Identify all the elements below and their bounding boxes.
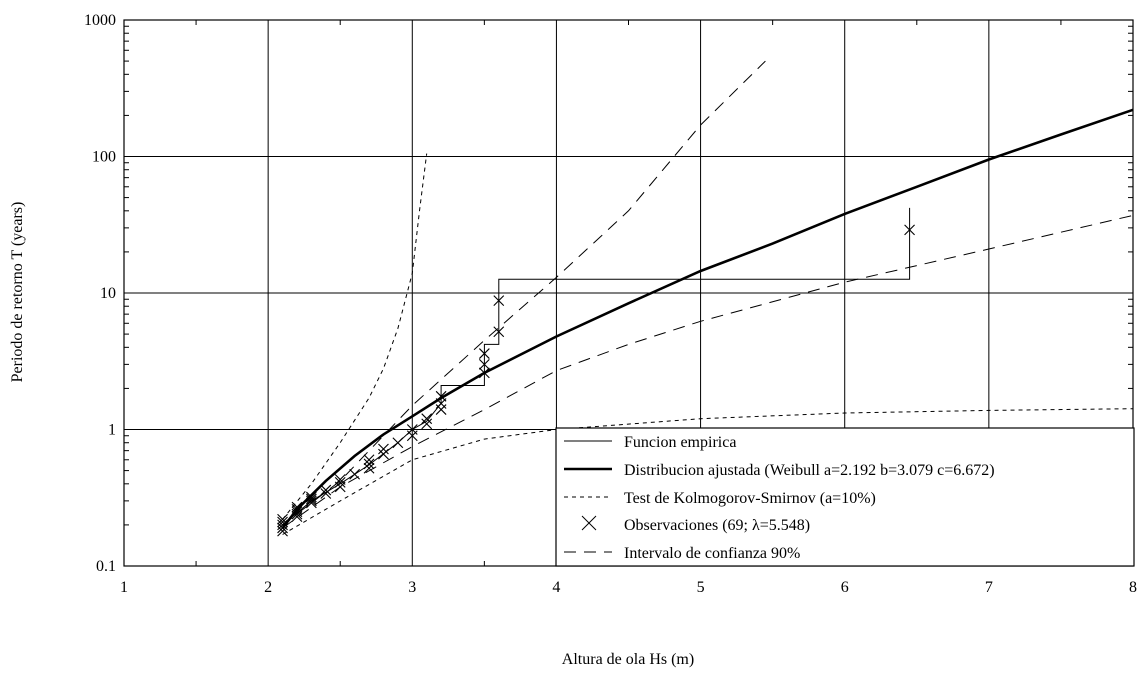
legend-box <box>555 427 1135 567</box>
observation-point <box>305 493 317 505</box>
observation-point <box>478 367 490 379</box>
x-tick-label: 3 <box>408 579 416 596</box>
observation-point <box>305 495 317 507</box>
observation-point <box>478 348 490 359</box>
observation-point <box>392 437 404 449</box>
observation-point <box>378 443 389 455</box>
observation-point <box>493 326 505 338</box>
legend-label-confianza: Intervalo de confianza 90% <box>624 545 800 562</box>
observation-point <box>305 491 317 503</box>
x-tick-label: 8 <box>1129 579 1137 596</box>
legend-label-observaciones: Observaciones (69; λ=5.548) <box>624 517 810 534</box>
observation-point <box>421 418 433 430</box>
observaciones-markers <box>277 224 915 537</box>
x-tick-label: 6 <box>841 579 849 596</box>
x-tick-label: 1 <box>120 579 128 596</box>
observation-point <box>334 476 346 488</box>
observation-point <box>904 224 915 236</box>
y-tick-label: 10 <box>100 285 116 302</box>
observation-point <box>291 506 303 518</box>
y-axis-title: Periodo de retorno T (years) <box>9 202 26 383</box>
x-axis-title: Altura de ola Hs (m) <box>562 651 694 668</box>
observation-point <box>320 484 332 496</box>
series-2-line <box>282 153 428 520</box>
observation-point <box>363 454 375 466</box>
legend-label-empirica: Funcion empirica <box>624 434 736 451</box>
observation-point <box>363 458 375 470</box>
series-1-line <box>281 108 1134 529</box>
x-tick-label: 5 <box>697 579 705 596</box>
observation-point <box>277 519 288 531</box>
observation-point <box>493 295 505 306</box>
observation-point <box>478 358 490 370</box>
legend-label-ks: Test de Kolmogorov-Smirnov (a=10%) <box>624 490 876 507</box>
observation-point <box>363 462 375 474</box>
observation-point <box>406 424 418 435</box>
observation-point <box>349 468 361 480</box>
observation-point <box>277 516 288 528</box>
observation-point <box>291 503 303 515</box>
observation-point <box>305 497 317 509</box>
observation-point <box>320 488 332 499</box>
legend-label-weibull: Distribucion ajustada (Weibull a=2.192 b… <box>624 462 995 479</box>
observation-point <box>421 413 433 425</box>
x-tick-label: 4 <box>552 579 560 596</box>
y-tick-label: 1000 <box>84 12 116 29</box>
observation-point <box>378 448 389 460</box>
x-tick-label: 7 <box>985 579 993 596</box>
legend: Funcion empirica Distribucion ajustada (… <box>555 427 1135 567</box>
x-tick-label: 2 <box>264 579 272 596</box>
observation-point <box>277 513 288 525</box>
legend-marker-observaciones <box>581 515 597 531</box>
y-tick-label: 0.1 <box>96 558 116 575</box>
observation-point <box>435 390 447 402</box>
series-4-line <box>282 60 766 526</box>
y-tick-label: 100 <box>92 149 116 166</box>
y-tick-label: 1 <box>108 422 116 439</box>
observation-point <box>334 474 346 485</box>
observation-point <box>291 501 303 513</box>
